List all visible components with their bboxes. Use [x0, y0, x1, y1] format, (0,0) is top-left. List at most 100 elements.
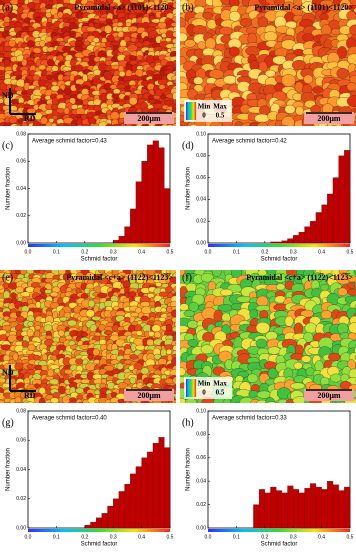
x-tick-label: 0.0 [25, 249, 32, 255]
legend-text: 0.5 [216, 112, 225, 120]
grain [185, 398, 197, 406]
scale-label: 200μm [137, 391, 161, 400]
panel-label: (c) [2, 140, 13, 151]
y-tick-label: 0.04 [16, 467, 26, 473]
grain [64, 88, 72, 94]
x-tick-label: 0.4 [138, 249, 145, 255]
grain [4, 402, 12, 410]
grain [337, 68, 349, 78]
bar [119, 491, 125, 528]
grain [128, 26, 137, 32]
bar [253, 505, 259, 528]
grain [201, 345, 213, 354]
grain [214, 310, 223, 322]
grain [26, 402, 36, 408]
legend-text: Min [198, 103, 211, 111]
grain [338, 288, 348, 296]
y-tick-label: 0.00 [16, 240, 26, 246]
grain [173, 26, 181, 32]
grain [167, 402, 173, 409]
grain [95, 127, 102, 134]
grain [250, 309, 258, 318]
grain [267, 129, 281, 138]
grain [154, 123, 163, 129]
grain [205, 38, 215, 49]
grain [285, 127, 294, 136]
grain [75, 359, 83, 365]
grain [11, 292, 17, 298]
grain [68, 320, 77, 326]
grain [75, 84, 81, 90]
bar [153, 141, 159, 243]
grain [193, 77, 203, 85]
grain [165, 378, 174, 384]
legend-text: Max [213, 380, 227, 388]
legend-swatch [186, 379, 196, 397]
annotation: Average schmid factor=0.42 [212, 139, 287, 145]
grain [258, 17, 268, 28]
x-tick-label: 0.3 [290, 249, 297, 255]
grain [302, 34, 314, 42]
grain [46, 128, 55, 134]
grain [351, 126, 356, 134]
grain [347, 11, 356, 20]
grain [33, 127, 43, 134]
panel-label: (h) [182, 417, 194, 428]
grain [0, 378, 6, 383]
grain [51, 129, 60, 136]
grain [172, 124, 181, 130]
grain [285, 105, 296, 114]
grain [4, 129, 14, 136]
grain [129, 97, 137, 105]
bar [164, 189, 170, 244]
grain [135, 345, 145, 350]
grain [166, 349, 172, 355]
grain [13, 353, 19, 361]
grain [34, 384, 39, 388]
grain [88, 355, 94, 360]
grain [27, 40, 34, 47]
bar [142, 458, 148, 528]
grain [1, 345, 11, 350]
y-tick-label: 0.02 [16, 213, 26, 219]
y-tick-label: 0.08 [16, 131, 26, 137]
grain [256, 339, 267, 348]
grain [188, 339, 198, 346]
grain [27, 364, 35, 369]
grain [54, 368, 60, 373]
grain [142, 128, 151, 134]
grain [137, 56, 143, 61]
grain [197, 41, 206, 49]
grain [185, 40, 196, 48]
grain [294, 362, 303, 369]
grain [209, 70, 224, 79]
grain [255, 114, 270, 122]
grain [101, 404, 109, 410]
grain [21, 292, 31, 297]
bar [288, 239, 294, 243]
grain [136, 331, 142, 336]
grain [33, 75, 40, 81]
bar [339, 491, 345, 528]
y-tick-label: 0.04 [196, 197, 206, 203]
grain [95, 402, 101, 409]
grain [171, 310, 179, 318]
grain [147, 402, 154, 409]
grain [328, 353, 340, 361]
grain [158, 358, 167, 365]
grain [56, 128, 66, 134]
x-axis-label: Schmid factor [261, 542, 298, 548]
grain [107, 35, 114, 42]
axis-rd: RD [24, 391, 36, 400]
grain [27, 108, 36, 113]
x-tick-label: 0.4 [138, 534, 145, 540]
legend-text: Max [213, 103, 227, 111]
grain [328, 126, 340, 137]
grain [77, 402, 85, 407]
grain [46, 75, 52, 80]
annotation: Average schmid factor=0.33 [212, 416, 287, 422]
bar [108, 506, 114, 528]
x-tick-label: 0.4 [318, 534, 325, 540]
grain [63, 124, 69, 128]
x-tick-label: 0.0 [25, 534, 32, 540]
